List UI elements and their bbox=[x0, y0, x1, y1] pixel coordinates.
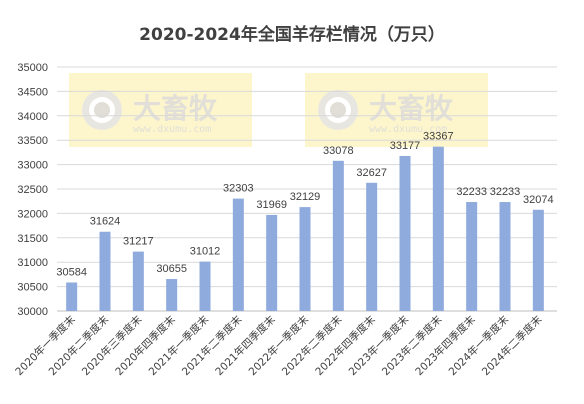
data-label: 32074 bbox=[523, 194, 554, 206]
x-tick-label: 2023年二季度末 bbox=[379, 313, 445, 379]
data-label: 32129 bbox=[290, 191, 321, 203]
x-axis: 2020年一季度末2020年二季度末2020年三季度末2020年四季度末2021… bbox=[13, 313, 545, 379]
data-label: 30584 bbox=[56, 267, 87, 279]
data-label: 32627 bbox=[356, 167, 387, 179]
y-tick-label: 32000 bbox=[17, 208, 48, 220]
bar bbox=[466, 202, 478, 311]
bar bbox=[166, 279, 178, 311]
y-axis: 30000 30500 31000 31500 32000 32500 33000 33500… bbox=[17, 62, 48, 318]
y-tick-label: 30500 bbox=[17, 282, 48, 294]
bar bbox=[532, 209, 544, 311]
bar bbox=[499, 202, 511, 311]
data-label: 33177 bbox=[390, 140, 421, 152]
bar bbox=[299, 207, 311, 311]
bar bbox=[199, 261, 211, 311]
y-tick-label: 34500 bbox=[17, 86, 48, 98]
y-tick-label: 32500 bbox=[17, 184, 48, 196]
data-label: 33078 bbox=[323, 145, 354, 157]
bar bbox=[266, 214, 278, 311]
x-tick-label: 2023年四季度末 bbox=[413, 313, 479, 379]
x-tick-label: 2021年四季度末 bbox=[213, 313, 279, 379]
data-label: 32303 bbox=[223, 183, 254, 195]
bar bbox=[366, 182, 378, 311]
bar bbox=[66, 282, 78, 311]
watermark-right: 大畜牧 www.dxumu.com bbox=[305, 73, 488, 147]
y-tick-label: 34000 bbox=[17, 111, 48, 123]
watermark-url: www.dxumu.com bbox=[133, 124, 211, 135]
data-label: 31217 bbox=[123, 236, 154, 248]
data-label: 31012 bbox=[190, 246, 221, 258]
watermark-brand: 大畜牧 bbox=[369, 92, 454, 125]
data-label: 32233 bbox=[490, 186, 521, 198]
x-tick-label: 2020年二季度末 bbox=[46, 313, 112, 379]
data-label: 33367 bbox=[423, 131, 454, 143]
bar bbox=[232, 198, 244, 311]
bar bbox=[399, 155, 411, 311]
watermark-left: 大畜牧 www.dxumu.com bbox=[69, 73, 252, 147]
y-tick-label: 33000 bbox=[17, 160, 48, 172]
data-label: 32233 bbox=[456, 186, 487, 198]
x-tick-label: 2022年四季度末 bbox=[313, 313, 379, 379]
bar bbox=[332, 160, 344, 311]
x-tick-label: 2021年一季度末 bbox=[146, 313, 212, 379]
x-tick-label: 2021年二季度末 bbox=[179, 313, 245, 379]
chart-title: 2020-2024年全国羊存栏情况（万只） bbox=[139, 24, 445, 45]
x-tick-label: 2020年四季度末 bbox=[113, 313, 179, 379]
watermark-brand: 大畜牧 bbox=[133, 92, 218, 125]
watermark-url: www.dxumu.com bbox=[369, 124, 447, 135]
x-tick-label: 2023年一季度末 bbox=[346, 313, 412, 379]
x-tick-label: 2022年二季度末 bbox=[279, 313, 345, 379]
y-tick-label: 30000 bbox=[17, 306, 48, 318]
data-label: 31624 bbox=[90, 216, 121, 228]
x-tick-label: 2024年二季度末 bbox=[479, 313, 545, 379]
eye-camera-icon bbox=[318, 90, 358, 130]
x-tick-label: 2024年一季度末 bbox=[446, 313, 512, 379]
x-tick-label: 2022年一季度末 bbox=[246, 313, 312, 379]
eye-camera-icon bbox=[82, 90, 122, 130]
y-tick-label: 33500 bbox=[17, 135, 48, 147]
bars bbox=[66, 146, 544, 311]
y-tick-label: 31000 bbox=[17, 257, 48, 269]
bar bbox=[132, 251, 144, 311]
bar bbox=[432, 146, 444, 311]
data-label: 31969 bbox=[256, 199, 287, 211]
y-tick-label: 31500 bbox=[17, 233, 48, 245]
y-tick-label: 35000 bbox=[17, 62, 48, 74]
x-tick-label: 2020年一季度末 bbox=[13, 313, 79, 379]
data-label: 30655 bbox=[156, 263, 187, 275]
bar bbox=[99, 231, 111, 311]
x-tick-label: 2020年三季度末 bbox=[79, 313, 145, 379]
